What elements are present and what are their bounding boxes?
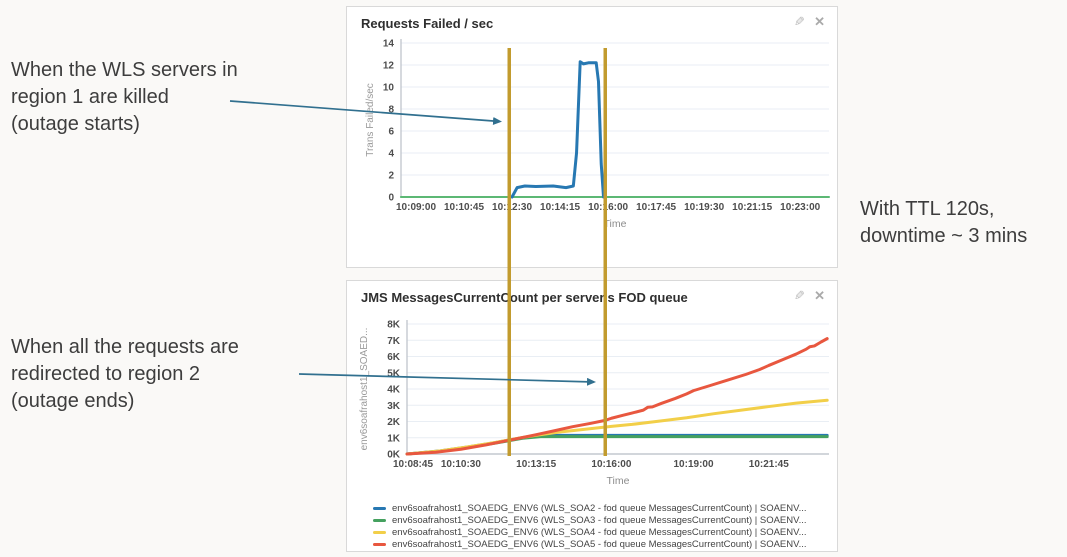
svg-text:env6soafrahost1_SOAED...: env6soafrahost1_SOAED... — [359, 328, 370, 451]
svg-text:10:23:00: 10:23:00 — [780, 202, 820, 213]
legend-item: env6soafrahost1_SOAEDG_ENV6 (WLS_SOA5 - … — [373, 538, 807, 550]
svg-text:10:12:30: 10:12:30 — [492, 202, 532, 213]
svg-text:Trans Failed/sec: Trans Failed/sec — [365, 83, 376, 157]
legend-label: env6soafrahost1_SOAEDG_ENV6 (WLS_SOA5 - … — [392, 538, 807, 550]
svg-text:10:08:45: 10:08:45 — [393, 459, 433, 470]
chart-panel-jms-queue: JMS MessagesCurrentCount per server's FO… — [346, 280, 838, 552]
svg-text:1K: 1K — [387, 433, 401, 444]
svg-text:3K: 3K — [387, 401, 401, 412]
annotation-outage-end: When all the requests are redirected to … — [11, 334, 239, 415]
svg-text:6: 6 — [388, 127, 394, 138]
legend-swatch — [373, 518, 386, 522]
svg-text:10:16:00: 10:16:00 — [591, 459, 631, 470]
svg-text:5K: 5K — [387, 368, 401, 379]
chart-panel-requests-failed: Requests Failed / sec ✎ ✕ 0 2 4 6 8 10 12 14 10:… — [346, 6, 838, 268]
svg-text:10:21:45: 10:21:45 — [749, 459, 789, 470]
svg-text:0: 0 — [388, 193, 394, 204]
annotation-line: redirected to region 2 — [11, 363, 201, 385]
svg-text:12: 12 — [383, 61, 395, 72]
svg-text:10:19:30: 10:19:30 — [684, 202, 724, 213]
chart-legend: env6soafrahost1_SOAEDG_ENV6 (WLS_SOA2 - … — [373, 502, 807, 550]
chart-title: Requests Failed / sec — [361, 16, 494, 31]
legend-swatch — [373, 542, 386, 546]
annotation-line: (outage ends) — [11, 390, 135, 412]
annotation-line: (outage starts) — [11, 113, 140, 135]
svg-text:8K: 8K — [387, 320, 401, 331]
svg-text:10:13:15: 10:13:15 — [516, 459, 556, 470]
svg-text:10:19:00: 10:19:00 — [674, 459, 714, 470]
requests-failed-line-chart: 0 2 4 6 8 10 12 14 10:09:00 10:10:45 10:12:30 10:14… — [365, 39, 830, 230]
svg-text:0K: 0K — [387, 450, 401, 461]
chart-title: JMS MessagesCurrentCount per server's FO… — [361, 290, 688, 305]
svg-text:7K: 7K — [387, 336, 401, 347]
annotation-line: region 1 are killed — [11, 86, 169, 108]
jms-queue-line-chart: 0K 1K 2K 3K 4K 5K 6K 7K 8K 10:08:45 10:10:30 10:13:… — [359, 320, 829, 487]
close-icon[interactable]: ✕ — [814, 14, 825, 29]
svg-text:8: 8 — [388, 105, 394, 116]
annotation-line: With TTL 120s, — [860, 198, 995, 220]
svg-text:10:10:30: 10:10:30 — [441, 459, 481, 470]
annotation-line: When all the requests are — [11, 336, 239, 358]
svg-text:10:14:15: 10:14:15 — [540, 202, 580, 213]
svg-text:Time: Time — [607, 475, 630, 487]
svg-text:4K: 4K — [387, 385, 401, 396]
svg-text:10:16:00: 10:16:00 — [588, 202, 628, 213]
svg-text:10:21:15: 10:21:15 — [732, 202, 772, 213]
series-requests-failed-per-sec — [510, 60, 606, 199]
legend-label: env6soafrahost1_SOAEDG_ENV6 (WLS_SOA2 - … — [392, 502, 807, 514]
svg-text:14: 14 — [383, 39, 395, 50]
svg-text:4: 4 — [388, 149, 394, 160]
annotation-downtime: With TTL 120s, downtime ~ 3 mins — [860, 196, 1027, 250]
svg-text:10:10:45: 10:10:45 — [444, 202, 484, 213]
legend-label: env6soafrahost1_SOAEDG_ENV6 (WLS_SOA4 - … — [392, 526, 807, 538]
svg-text:10:09:00: 10:09:00 — [396, 202, 436, 213]
legend-item: env6soafrahost1_SOAEDG_ENV6 (WLS_SOA3 - … — [373, 514, 807, 526]
annotation-line: downtime ~ 3 mins — [860, 225, 1028, 247]
legend-item: env6soafrahost1_SOAEDG_ENV6 (WLS_SOA4 - … — [373, 526, 807, 538]
legend-swatch — [373, 506, 386, 510]
svg-text:Time: Time — [604, 218, 627, 230]
svg-text:6K: 6K — [387, 352, 401, 363]
svg-text:10:17:45: 10:17:45 — [636, 202, 676, 213]
annotation-line: When the WLS servers in — [11, 59, 238, 81]
series-wls-soa4-yellow — [405, 398, 829, 456]
edit-icon[interactable]: ✎ — [794, 288, 805, 303]
svg-text:10: 10 — [383, 83, 395, 94]
legend-label: env6soafrahost1_SOAEDG_ENV6 (WLS_SOA3 - … — [392, 514, 807, 526]
annotation-outage-start: When the WLS servers in region 1 are kil… — [11, 57, 238, 138]
legend-swatch — [373, 530, 386, 534]
close-icon[interactable]: ✕ — [814, 288, 825, 303]
svg-text:2: 2 — [388, 171, 394, 182]
legend-item: env6soafrahost1_SOAEDG_ENV6 (WLS_SOA2 - … — [373, 502, 807, 514]
edit-icon[interactable]: ✎ — [794, 14, 805, 29]
svg-text:2K: 2K — [387, 417, 401, 428]
series-wls-soa5-red — [405, 337, 829, 456]
